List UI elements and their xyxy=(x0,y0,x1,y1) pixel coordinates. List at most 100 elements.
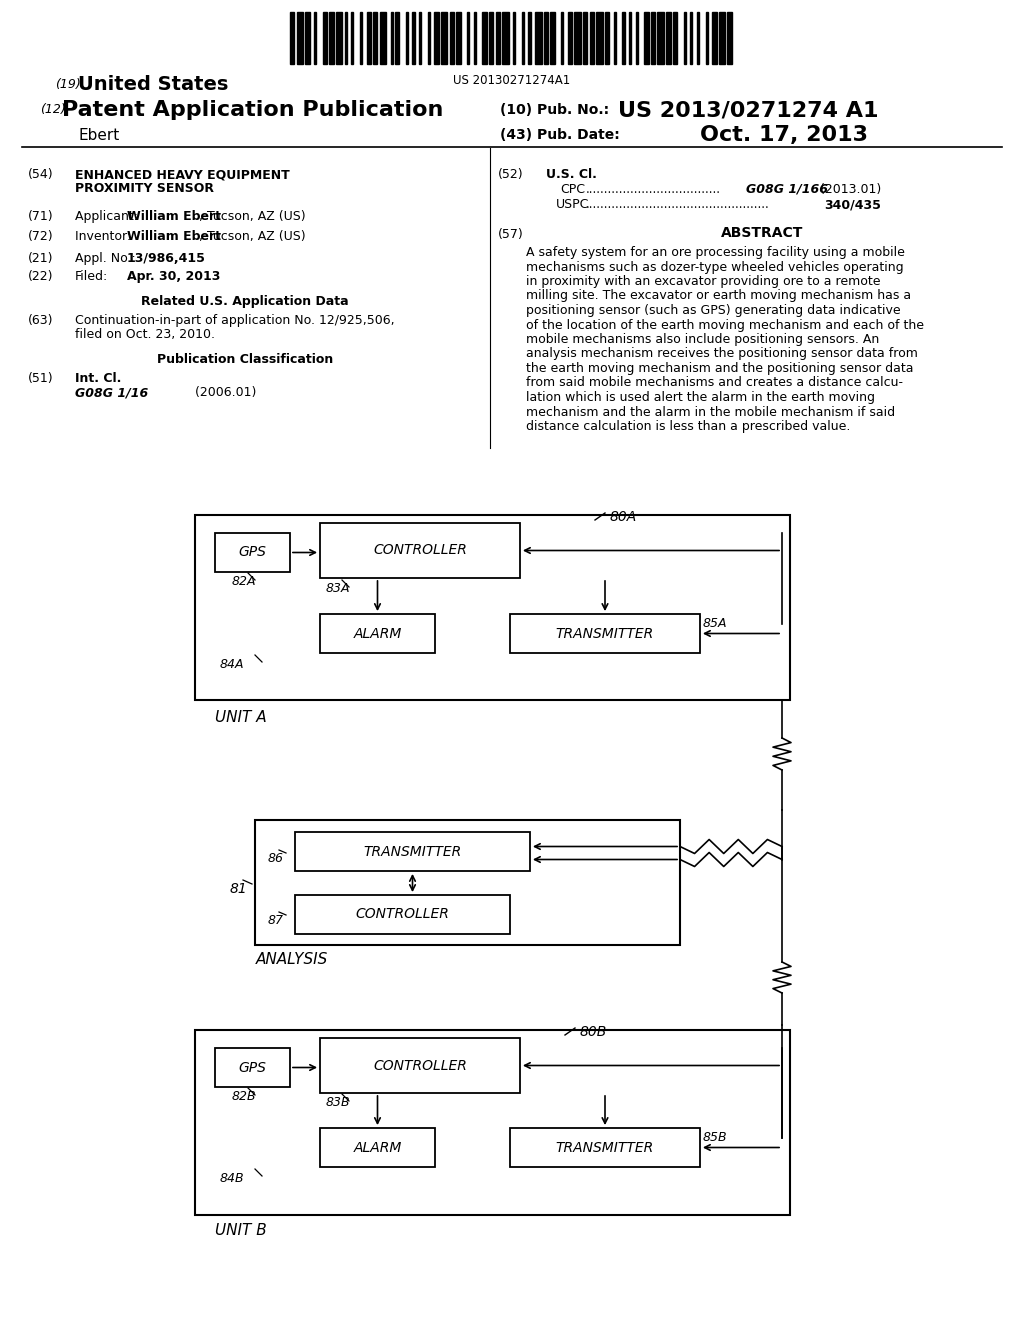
Text: (71): (71) xyxy=(28,210,53,223)
Bar xyxy=(574,12,581,63)
Bar xyxy=(323,12,328,63)
Text: G08G 1/166: G08G 1/166 xyxy=(746,183,828,195)
Text: (51): (51) xyxy=(28,372,53,385)
Bar xyxy=(319,523,520,578)
Text: Appl. No.:: Appl. No.: xyxy=(75,252,139,265)
Text: TRANSMITTER: TRANSMITTER xyxy=(556,1140,654,1155)
Bar xyxy=(651,12,655,63)
Text: (2013.01): (2013.01) xyxy=(816,183,882,195)
Text: ANALYSIS: ANALYSIS xyxy=(256,952,329,968)
Text: UNIT B: UNIT B xyxy=(215,1224,266,1238)
Text: Ebert: Ebert xyxy=(78,128,119,143)
Bar xyxy=(450,12,454,63)
Bar xyxy=(644,12,648,63)
Text: GPS: GPS xyxy=(239,1060,266,1074)
Text: 80B: 80B xyxy=(580,1026,607,1039)
Bar xyxy=(706,12,708,63)
Text: Oct. 17, 2013: Oct. 17, 2013 xyxy=(700,125,868,145)
Bar xyxy=(712,12,717,63)
Text: ....................................: .................................... xyxy=(586,183,721,195)
Bar xyxy=(215,1048,290,1086)
Bar xyxy=(502,12,509,63)
Text: 340/435: 340/435 xyxy=(824,198,881,211)
Text: from said mobile mechanisms and creates a distance calcu-: from said mobile mechanisms and creates … xyxy=(526,376,903,389)
Bar xyxy=(496,12,500,63)
Bar xyxy=(684,12,686,63)
Bar xyxy=(330,12,334,63)
Text: Continuation-in-part of application No. 12/925,506,: Continuation-in-part of application No. … xyxy=(75,314,394,327)
Text: (21): (21) xyxy=(28,252,53,265)
Bar xyxy=(613,12,615,63)
Bar xyxy=(623,12,625,63)
Bar xyxy=(345,12,347,63)
Bar xyxy=(474,12,476,63)
Text: (22): (22) xyxy=(28,271,53,282)
Bar xyxy=(590,12,594,63)
Text: 85B: 85B xyxy=(703,1131,728,1144)
Text: GPS: GPS xyxy=(239,545,266,560)
Bar xyxy=(319,1129,435,1167)
Text: TRANSMITTER: TRANSMITTER xyxy=(556,627,654,640)
Bar xyxy=(295,895,510,935)
Bar xyxy=(528,12,530,63)
Text: Filed:: Filed: xyxy=(75,271,109,282)
Bar xyxy=(215,533,290,572)
Bar xyxy=(255,820,680,945)
Text: milling site. The excavator or earth moving mechanism has a: milling site. The excavator or earth mov… xyxy=(526,289,911,302)
Bar xyxy=(319,1038,520,1093)
Bar xyxy=(314,12,316,63)
Text: 84B: 84B xyxy=(220,1172,245,1185)
Text: (54): (54) xyxy=(28,168,53,181)
Bar xyxy=(482,12,486,63)
Text: US 20130271274A1: US 20130271274A1 xyxy=(454,74,570,87)
Text: CPC: CPC xyxy=(560,183,585,195)
Text: of the location of the earth moving mechanism and each of the: of the location of the earth moving mech… xyxy=(526,318,924,331)
Text: 83B: 83B xyxy=(326,1096,350,1109)
Bar xyxy=(373,12,378,63)
Bar xyxy=(583,12,588,63)
Text: , Tucson, AZ (US): , Tucson, AZ (US) xyxy=(199,230,305,243)
Bar xyxy=(690,12,692,63)
Bar xyxy=(457,12,461,63)
Text: 80A: 80A xyxy=(610,510,637,524)
Text: filed on Oct. 23, 2010.: filed on Oct. 23, 2010. xyxy=(75,327,215,341)
Bar xyxy=(290,12,294,63)
Bar xyxy=(510,1129,700,1167)
Text: mechanism and the alarm in the mobile mechanism if said: mechanism and the alarm in the mobile me… xyxy=(526,405,895,418)
Text: Applicant:: Applicant: xyxy=(75,210,142,223)
Bar xyxy=(513,12,515,63)
Text: 81: 81 xyxy=(230,882,248,896)
Bar xyxy=(550,12,555,63)
Text: ENHANCED HEAVY EQUIPMENT: ENHANCED HEAVY EQUIPMENT xyxy=(75,168,290,181)
Text: 82A: 82A xyxy=(232,576,256,587)
Bar xyxy=(360,12,362,63)
Text: United States: United States xyxy=(78,75,228,94)
Bar xyxy=(696,12,699,63)
Bar xyxy=(428,12,430,63)
Bar xyxy=(305,12,309,63)
Bar xyxy=(561,12,563,63)
Text: (63): (63) xyxy=(28,314,53,327)
Text: Related U.S. Application Data: Related U.S. Application Data xyxy=(141,294,349,308)
Text: UNIT A: UNIT A xyxy=(215,710,266,725)
Text: Apr. 30, 2013: Apr. 30, 2013 xyxy=(127,271,220,282)
Text: William Ebert: William Ebert xyxy=(127,230,221,243)
Bar xyxy=(535,12,542,63)
Text: in proximity with an excavator providing ore to a remote: in proximity with an excavator providing… xyxy=(526,275,881,288)
Text: CONTROLLER: CONTROLLER xyxy=(373,544,467,557)
Bar xyxy=(406,12,409,63)
Bar xyxy=(667,12,671,63)
Text: lation which is used alert the alarm in the earth moving: lation which is used alert the alarm in … xyxy=(526,391,874,404)
Bar xyxy=(380,12,386,63)
Text: (19): (19) xyxy=(55,78,81,91)
Text: mechanisms such as dozer-type wheeled vehicles operating: mechanisms such as dozer-type wheeled ve… xyxy=(526,260,903,273)
Text: CONTROLLER: CONTROLLER xyxy=(355,908,450,921)
Bar xyxy=(351,12,353,63)
Text: analysis mechanism receives the positioning sensor data from: analysis mechanism receives the position… xyxy=(526,347,918,360)
Text: CONTROLLER: CONTROLLER xyxy=(373,1059,467,1072)
Text: Patent Application Publication: Patent Application Publication xyxy=(62,100,443,120)
Text: 83A: 83A xyxy=(326,582,350,595)
Bar xyxy=(441,12,447,63)
Bar xyxy=(596,12,603,63)
Text: ABSTRACT: ABSTRACT xyxy=(721,226,803,240)
